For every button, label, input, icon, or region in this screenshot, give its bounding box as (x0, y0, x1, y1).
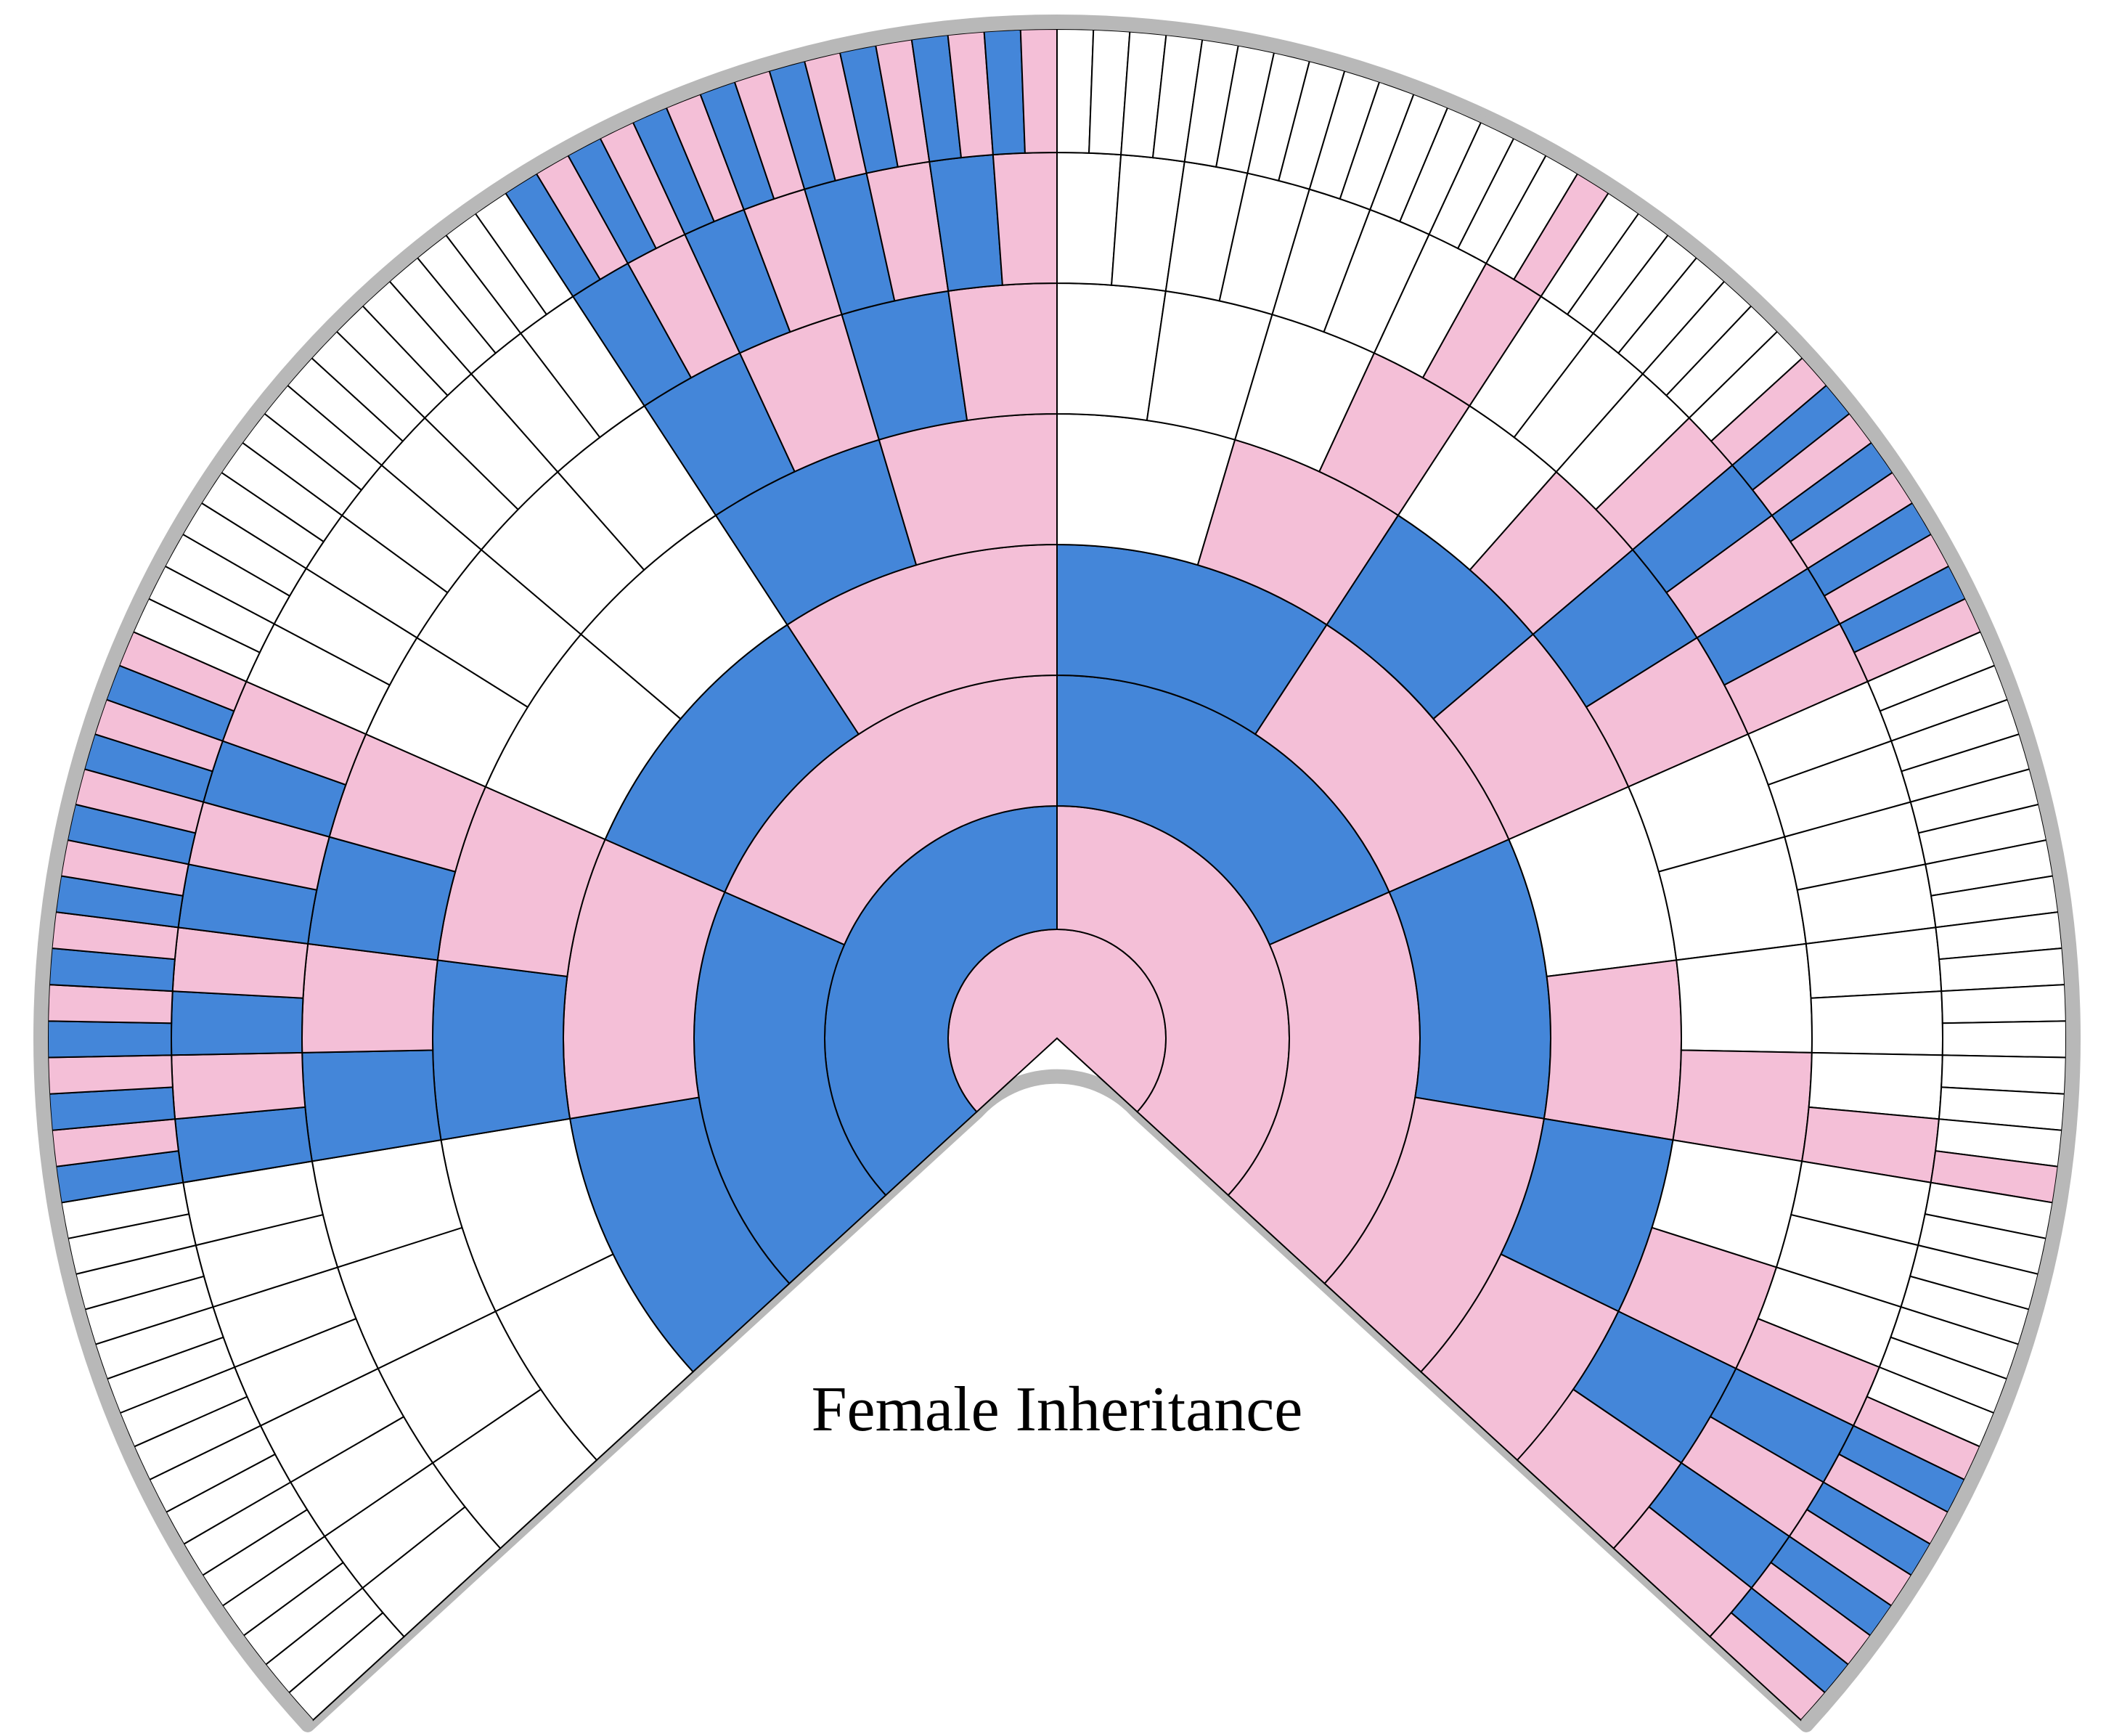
gen5-cell (948, 283, 1057, 420)
gen5-cell (302, 944, 438, 1053)
gen7-cell (48, 1055, 173, 1093)
gen4-cell (433, 960, 570, 1140)
gen6-cell (171, 1053, 305, 1119)
gen7-cell (1943, 1021, 2066, 1057)
gen5-cell (1676, 944, 1812, 1053)
gen6-cell (993, 152, 1057, 285)
gen7-cell (48, 1021, 171, 1057)
gen7-cell (1057, 29, 1093, 153)
chart-container: Female Inheritance (0, 0, 2114, 1736)
gen7-cell (1941, 985, 2066, 1023)
gen6-cell (1057, 152, 1121, 285)
chart-title: Female Inheritance (812, 1374, 1303, 1445)
gen6-cell (1811, 991, 1943, 1055)
gen4-cell (1544, 960, 1681, 1140)
gen6-cell (171, 991, 303, 1055)
gen7-cell (1021, 29, 1057, 153)
inheritance-fan-chart: Female Inheritance (0, 0, 2114, 1736)
